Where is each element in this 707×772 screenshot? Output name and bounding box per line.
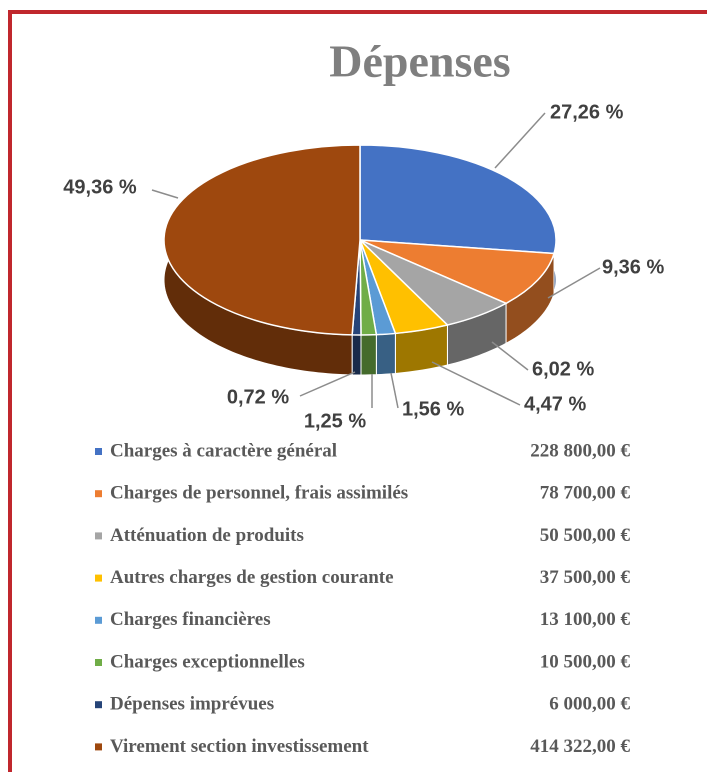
legend-label: Autres charges de gestion courante (110, 567, 394, 588)
slice-side (375, 332, 396, 376)
slice (163, 144, 361, 336)
legend-swatch (95, 659, 102, 666)
leader-line (390, 372, 399, 409)
data-label: 4,47 % (524, 393, 586, 415)
data-label: 27,26 % (550, 101, 624, 123)
frame-left (8, 10, 12, 772)
legend-amount: 6 000,00 € (549, 694, 630, 715)
data-label: 1,56 % (402, 398, 464, 420)
data-label: 1,25 % (304, 410, 366, 432)
legend-amount: 228 800,00 € (530, 440, 630, 461)
legend-label: Charges financières (110, 609, 271, 630)
data-label: 6,02 % (532, 358, 594, 380)
slice-side (351, 334, 362, 376)
legend-swatch (95, 701, 102, 709)
legend-label: Virement section investissement (110, 736, 369, 757)
legend-swatch (95, 448, 102, 455)
legend-label: Charges exceptionnelles (110, 651, 305, 672)
leader-line (547, 267, 601, 299)
legend-label: Charges à caractère général (110, 440, 337, 461)
legend-amount: 78 700,00 € (540, 483, 631, 504)
legend-swatch (95, 616, 102, 624)
data-label: 9,36 % (602, 256, 664, 278)
slice (359, 144, 557, 255)
legend-label: Dépenses imprévues (110, 694, 274, 715)
frame-top (8, 10, 707, 14)
leader-line (491, 341, 529, 371)
legend-swatch (95, 574, 102, 582)
legend-swatch (95, 743, 102, 751)
leader-line (494, 112, 546, 169)
leader-line (299, 371, 356, 397)
leader-line (151, 189, 179, 199)
legend-label: Atténuation de produits (110, 525, 304, 546)
legend-amount: 10 500,00 € (540, 651, 631, 672)
slice (359, 239, 556, 305)
legend-amount: 414 322,00 € (530, 736, 630, 757)
chart-title: Dépenses (329, 36, 510, 87)
legend-amount: 50 500,00 € (540, 525, 631, 546)
data-label: 0,72 % (227, 386, 289, 408)
legend-amount: 13 100,00 € (540, 609, 631, 630)
legend-swatch (95, 490, 102, 498)
slice-side (360, 334, 377, 376)
legend-label: Charges de personnel, frais assimilés (110, 483, 408, 504)
legend-swatch (95, 532, 102, 540)
leader-line (431, 361, 521, 406)
data-label: 49,36 % (63, 176, 137, 198)
legend-amount: 37 500,00 € (540, 567, 631, 588)
